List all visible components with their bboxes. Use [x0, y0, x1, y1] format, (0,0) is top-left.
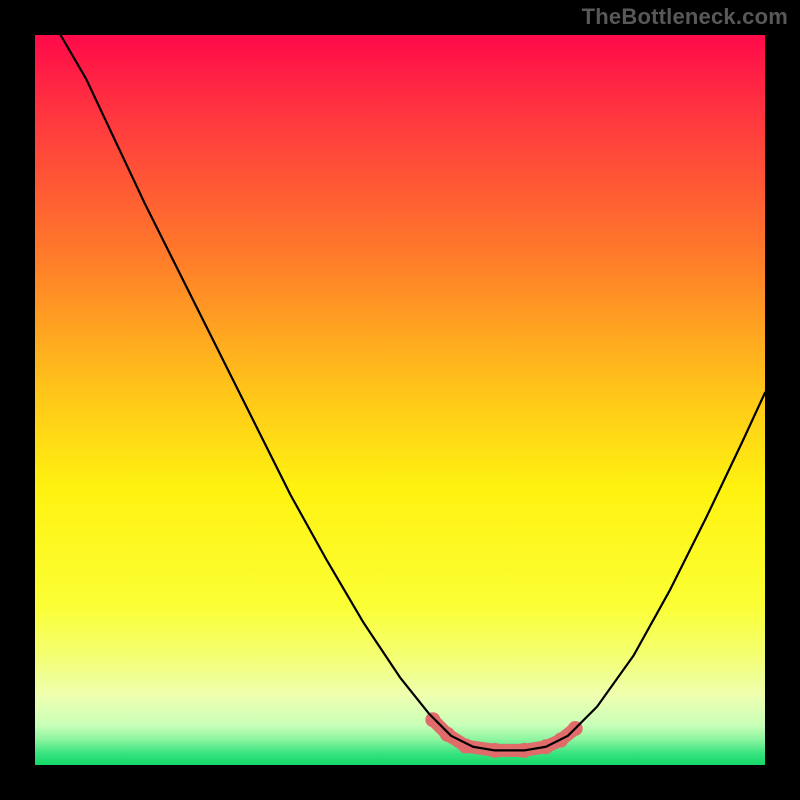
highlight-dot: [440, 727, 455, 742]
watermark-text: TheBottleneck.com: [582, 4, 788, 30]
chart-container: TheBottleneck.com: [0, 0, 800, 800]
curve-layer: [35, 35, 765, 765]
bottleneck-curve: [61, 35, 765, 750]
plot-area: [35, 35, 765, 765]
highlight-dot: [425, 712, 440, 727]
